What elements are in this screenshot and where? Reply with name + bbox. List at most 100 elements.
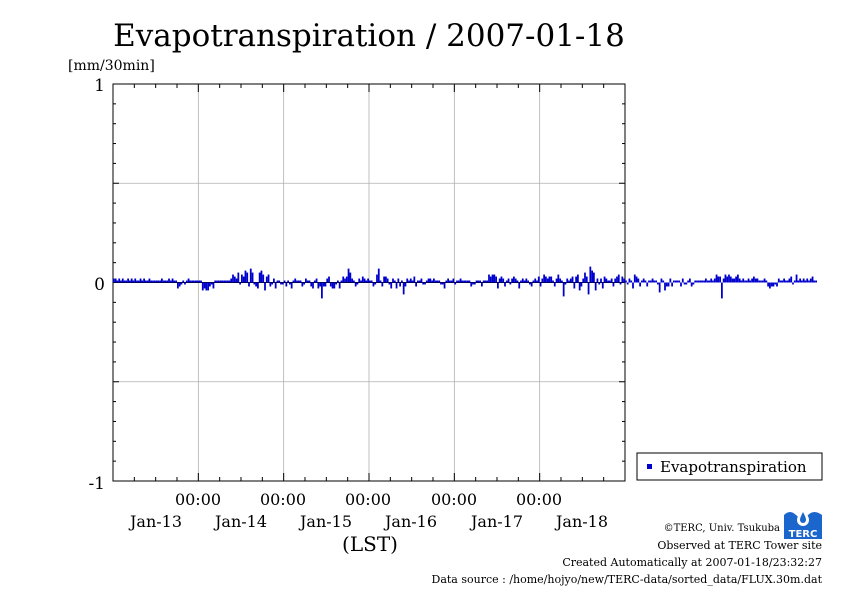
data-bar <box>113 278 115 283</box>
data-bar <box>536 280 538 283</box>
data-bar <box>315 278 318 283</box>
data-bar <box>393 280 396 283</box>
data-bar <box>635 276 638 283</box>
data-bar <box>466 280 469 283</box>
data-bar <box>353 280 355 283</box>
data-bar <box>548 276 551 283</box>
data-bar <box>687 280 689 283</box>
data-bar <box>774 282 777 285</box>
data-bar <box>205 282 208 291</box>
data-bar <box>246 272 249 283</box>
data-bar <box>484 280 487 283</box>
data-bar <box>129 280 131 283</box>
data-bar <box>593 272 595 283</box>
data-bar <box>527 280 529 283</box>
data-bar <box>710 278 713 283</box>
data-bar <box>808 280 810 283</box>
data-bar <box>681 278 684 283</box>
data-bar <box>598 282 601 285</box>
data-bar <box>610 278 613 283</box>
data-bar <box>127 278 129 283</box>
data-bar <box>541 278 544 283</box>
data-bar <box>169 280 172 283</box>
data-bar <box>744 280 746 283</box>
data-bar <box>632 282 634 289</box>
data-bar <box>537 276 540 283</box>
data-bar <box>733 278 736 283</box>
data-bar <box>605 278 608 283</box>
data-bar <box>452 278 455 283</box>
data-bar <box>194 280 197 283</box>
data-bar <box>801 280 803 283</box>
data-bar <box>397 278 400 283</box>
data-bar <box>262 274 265 283</box>
data-bar <box>612 282 615 287</box>
data-bar <box>470 282 473 287</box>
data-bar <box>689 278 691 283</box>
data-bar <box>449 280 451 283</box>
data-bar <box>648 280 650 283</box>
data-bar <box>543 274 545 283</box>
data-bar <box>797 280 800 283</box>
data-bar <box>219 280 222 283</box>
data-source-text: Data source : /home/hojyo/new/TERC-data/… <box>432 573 823 586</box>
x-date-label: Jan-16 <box>383 512 437 531</box>
data-bar <box>363 278 366 283</box>
data-bar <box>141 280 144 283</box>
data-bar <box>669 278 672 283</box>
data-bar <box>667 282 670 287</box>
data-bar <box>422 282 425 285</box>
data-bar <box>385 276 387 283</box>
data-bar <box>696 280 698 283</box>
data-bar <box>651 278 654 283</box>
data-bar <box>754 278 757 283</box>
data-bar <box>377 268 380 283</box>
data-bar <box>436 280 439 283</box>
data-bar <box>577 274 579 283</box>
data-bar <box>278 280 281 283</box>
data-bar <box>553 282 556 287</box>
data-bar <box>434 280 437 283</box>
data-bar <box>662 280 665 283</box>
data-bar <box>596 278 599 283</box>
data-bar <box>630 280 633 283</box>
data-bar <box>153 280 156 283</box>
data-bar <box>427 278 430 283</box>
x-date-label: Jan-18 <box>554 512 608 531</box>
data-bar <box>795 274 798 283</box>
data-bar <box>326 278 329 283</box>
data-bar <box>676 280 679 283</box>
data-bar <box>114 278 117 283</box>
data-bar <box>241 274 243 283</box>
data-bar <box>671 282 673 287</box>
data-bar <box>289 282 291 285</box>
data-bar <box>637 278 640 283</box>
data-bar <box>626 282 629 285</box>
data-bar <box>665 282 668 287</box>
data-bar <box>395 282 398 289</box>
data-bar <box>136 280 138 283</box>
data-bar <box>747 278 750 283</box>
data-bar <box>329 282 332 287</box>
legend: Evapotranspiration <box>636 452 823 481</box>
x-date-label: Jan-14 <box>213 512 267 531</box>
data-bar <box>121 278 124 283</box>
data-bar <box>324 282 327 287</box>
data-bar <box>406 278 409 283</box>
data-bar <box>203 282 206 289</box>
data-bar <box>737 274 739 283</box>
data-bar <box>566 278 569 283</box>
data-bar <box>505 280 508 283</box>
data-bar <box>456 280 458 283</box>
data-bar <box>633 274 636 283</box>
data-bar <box>413 276 416 283</box>
data-bar <box>159 280 161 283</box>
data-bar <box>285 282 288 287</box>
data-bar <box>614 278 617 283</box>
data-bar <box>417 280 419 283</box>
data-bar <box>180 282 183 285</box>
data-bar <box>779 280 782 283</box>
data-bar <box>811 276 814 283</box>
data-bar <box>509 282 512 285</box>
